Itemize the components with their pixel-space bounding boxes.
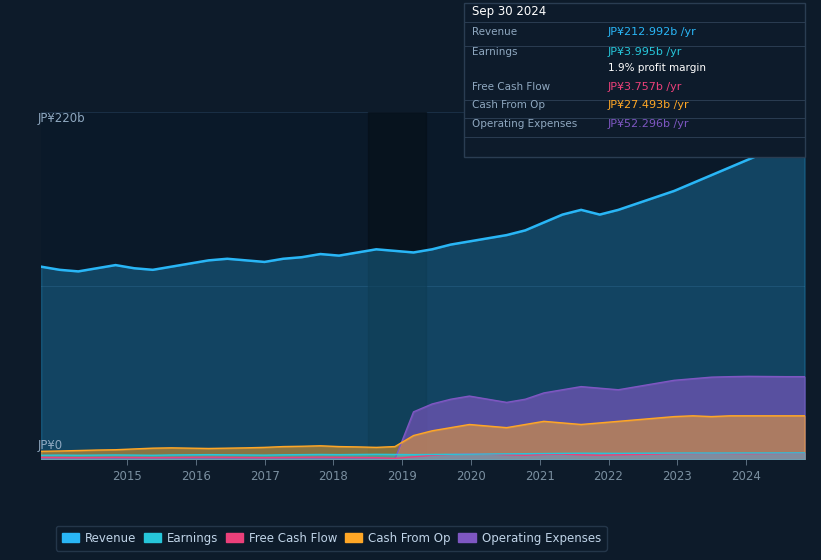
Text: Sep 30 2024: Sep 30 2024	[472, 5, 546, 18]
Text: JP¥0: JP¥0	[37, 439, 62, 452]
Text: JP¥220b: JP¥220b	[37, 112, 85, 125]
Text: Revenue: Revenue	[472, 27, 517, 38]
Text: Operating Expenses: Operating Expenses	[472, 119, 577, 129]
Text: Earnings: Earnings	[472, 47, 517, 57]
Text: Free Cash Flow: Free Cash Flow	[472, 82, 550, 92]
Text: JP¥52.296b /yr: JP¥52.296b /yr	[608, 119, 689, 129]
Text: JP¥3.995b /yr: JP¥3.995b /yr	[608, 47, 682, 57]
Text: 1.9% profit margin: 1.9% profit margin	[608, 63, 705, 73]
Bar	[368, 112, 426, 459]
Legend: Revenue, Earnings, Free Cash Flow, Cash From Op, Operating Expenses: Revenue, Earnings, Free Cash Flow, Cash …	[56, 526, 607, 550]
Text: Cash From Op: Cash From Op	[472, 100, 545, 110]
Text: JP¥3.757b /yr: JP¥3.757b /yr	[608, 82, 682, 92]
Text: JP¥212.992b /yr: JP¥212.992b /yr	[608, 27, 696, 38]
Text: JP¥27.493b /yr: JP¥27.493b /yr	[608, 100, 689, 110]
